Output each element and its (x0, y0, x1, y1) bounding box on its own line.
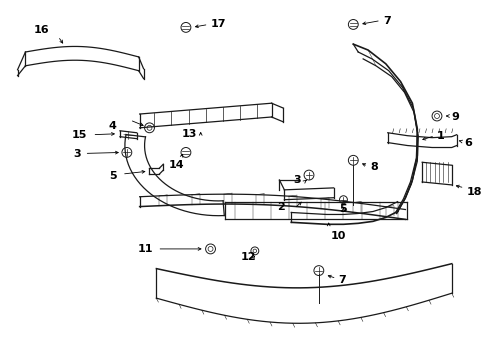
Text: 14: 14 (168, 160, 184, 170)
Text: 7: 7 (383, 15, 391, 26)
Text: 4: 4 (108, 121, 116, 131)
Text: 2: 2 (277, 202, 285, 212)
Text: 7: 7 (339, 275, 346, 285)
Text: 18: 18 (466, 187, 482, 197)
Text: 8: 8 (370, 162, 378, 172)
Text: 12: 12 (240, 252, 256, 262)
Text: 3: 3 (73, 149, 80, 159)
Text: 9: 9 (452, 112, 460, 122)
Text: 13: 13 (181, 129, 196, 139)
Text: 10: 10 (331, 231, 346, 241)
Text: 16: 16 (33, 25, 49, 35)
Text: 6: 6 (465, 138, 472, 148)
Text: 5: 5 (340, 204, 347, 215)
Text: 17: 17 (211, 19, 226, 30)
Text: 3: 3 (294, 175, 301, 185)
Text: 5: 5 (109, 171, 117, 181)
Text: 15: 15 (72, 130, 88, 140)
Text: 11: 11 (138, 244, 153, 254)
Text: 1: 1 (437, 131, 445, 141)
